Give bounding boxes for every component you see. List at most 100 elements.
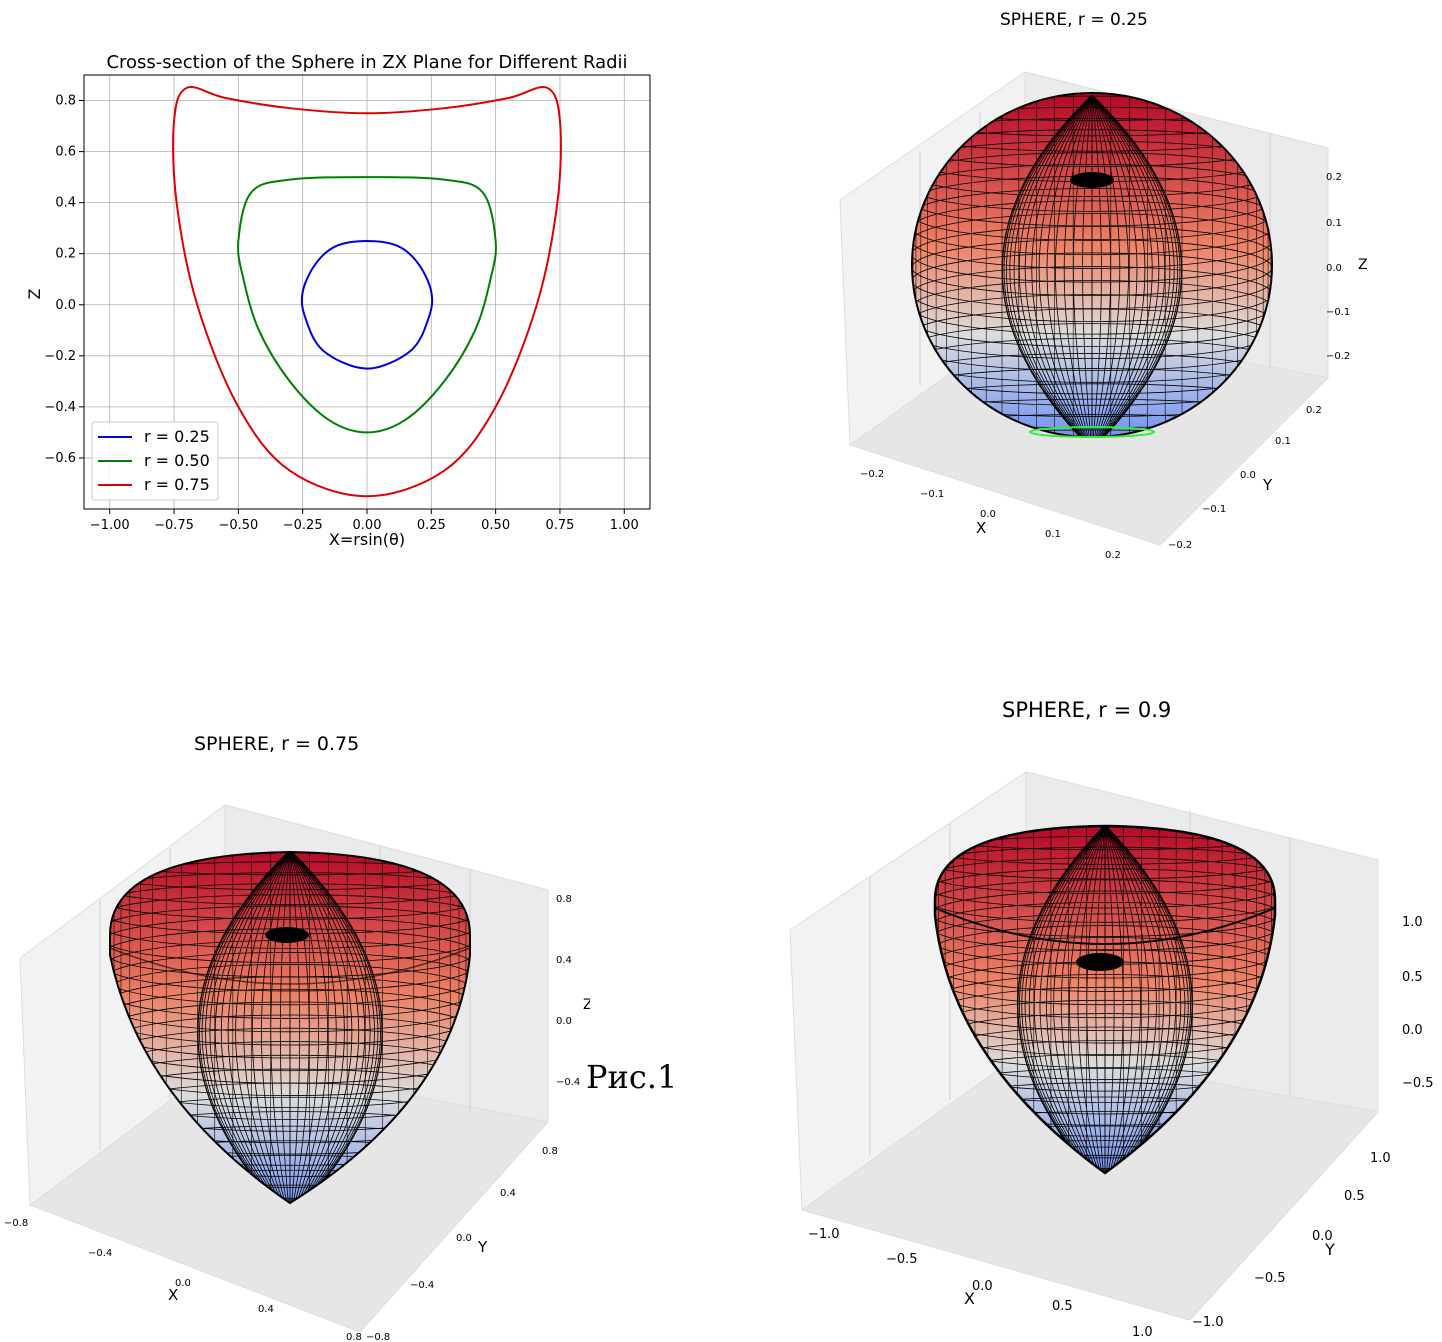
x-tick-label: 1.00	[610, 518, 639, 533]
x-tick-label: −0.75	[154, 518, 194, 533]
x-tick: 0.1	[1045, 529, 1061, 540]
x-tick-label: −1.00	[90, 518, 130, 533]
y-tick-label: 0.8	[55, 94, 76, 109]
surface-mesh-meridian	[1082, 94, 1093, 437]
y-axis-label: Y	[1262, 476, 1273, 494]
y-tick: −0.1	[1202, 504, 1226, 515]
surface-mesh-meridian	[1104, 826, 1133, 1173]
surface-mesh-meridian	[1077, 826, 1106, 1173]
surface-mesh-meridian	[1104, 826, 1189, 1173]
surface-mesh-meridian	[1039, 826, 1106, 1173]
surface-mesh-meridian	[1091, 94, 1138, 437]
z-tick: −0.1	[1326, 307, 1350, 318]
surface-mesh-meridian	[1053, 826, 1106, 1173]
y-tick: 0.4	[500, 1188, 516, 1199]
surface-mesh-meridian	[289, 852, 353, 1203]
cross-section-plot: −1.00 −0.75 −0.50 −0.25 0.00 0.25 0.50 0.75 1.00…	[25, 74, 651, 549]
z-tick: 0.4	[556, 955, 572, 966]
surface-mesh-meridian	[1046, 94, 1093, 437]
x-tick-label: 0.25	[417, 518, 446, 533]
surface-mesh-meridian	[1104, 826, 1177, 1173]
x-tick: 1.0	[1132, 1325, 1153, 1340]
x-tick-label: −0.50	[218, 518, 258, 533]
legend-label-r075: r = 0.75	[144, 475, 210, 494]
surface-mesh-meridian	[1054, 94, 1093, 437]
sphere-r075-title: SPHERE, r = 0.75	[194, 733, 360, 755]
y-tick: 0.1	[1275, 436, 1291, 447]
x-axis-label: X	[168, 1286, 178, 1304]
x-tick: 0.0	[980, 509, 996, 520]
surface-mesh-meridian	[1104, 826, 1157, 1173]
chart-title: Cross-section of the Sphere in ZX Plane …	[106, 52, 628, 73]
x-tick: 0.8	[346, 1332, 362, 1342]
z-tick: 0.0	[1402, 1023, 1423, 1038]
x-tick-label: −0.25	[283, 518, 323, 533]
surface-mesh-meridian	[1104, 826, 1182, 1173]
surface-mesh-meridian	[1104, 826, 1171, 1173]
surface-mesh-meridian	[289, 852, 381, 1203]
surface-mesh-meridian	[1104, 826, 1141, 1173]
x-tick: −0.4	[88, 1248, 112, 1259]
surface-mesh-meridian	[1091, 94, 1181, 437]
y-tick: 0.0	[1240, 470, 1256, 481]
surface-mesh-meridian	[251, 852, 291, 1203]
y-tick-label: −0.2	[44, 349, 76, 364]
x-tick-label: 0.75	[545, 518, 574, 533]
x-tick: 0.4	[258, 1304, 274, 1315]
surface-mesh-meridian	[1091, 94, 1121, 437]
surface-mesh-meridian	[1003, 94, 1093, 437]
y-tick: 0.8	[542, 1146, 558, 1157]
sphere-r025-plot: −0.2 −0.1 0.0 0.1 0.2 −0.2 −0.1 0.0 0.1 …	[839, 71, 1368, 561]
surface-mesh-meridian	[227, 852, 291, 1203]
y-tick: 0.2	[1306, 405, 1322, 416]
z-axis-label: Z	[1358, 257, 1368, 273]
y-tick: 0.0	[1312, 1229, 1333, 1244]
surface-mesh-meridian	[1024, 94, 1093, 437]
surface-mesh-meridian	[199, 852, 291, 1203]
surface-mesh-meridian	[1091, 94, 1166, 437]
z-tick: 0.0	[556, 1016, 572, 1027]
x-tick: 0.2	[1105, 550, 1121, 561]
y-tick-label: 0.4	[55, 196, 76, 211]
surface-mesh-meridian	[1046, 826, 1106, 1173]
surface-mesh-meridian	[209, 852, 291, 1203]
surface-mesh-meridian	[1104, 826, 1186, 1173]
sphere-r025-title: SPHERE, r = 0.25	[1000, 10, 1148, 30]
surface-mesh-meridian	[1069, 826, 1106, 1173]
sphere-r075-plot: −0.8 −0.4 0.0 0.4 0.8 −0.8 −0.4 0.0 0.4 …	[4, 804, 590, 1342]
surface-mesh-meridian	[1019, 826, 1106, 1173]
y-tick-label: 0.2	[55, 247, 76, 262]
sphere-r025-panel: SPHERE, r = 0.25 −0	[820, 0, 1380, 570]
surface-mesh-meridian	[279, 852, 291, 1203]
surface-mesh-meridian	[235, 852, 291, 1203]
y-tick: −0.5	[1254, 1271, 1286, 1286]
y-tick: 0.0	[456, 1233, 472, 1244]
surface-mesh-meridian	[1013, 94, 1093, 437]
surface-mesh-meridian	[197, 852, 291, 1203]
sphere-r075-panel: SPHERE, r = 0.75 −0.8 −0.4 0.	[0, 720, 640, 1342]
y-tick: 1.0	[1370, 1151, 1391, 1166]
surface-mesh-meridian	[1104, 826, 1164, 1173]
surface-mesh-meridian	[289, 852, 337, 1203]
surface-mesh-meridian	[1038, 94, 1093, 437]
x-tick: −1.0	[808, 1227, 840, 1242]
surface-mesh-meridian	[1091, 94, 1146, 437]
surface-mesh-meridian	[1091, 94, 1175, 437]
x-tick-label: 0.50	[481, 518, 510, 533]
surface-mesh-meridian	[1104, 826, 1150, 1173]
surface-mesh-meridian	[289, 852, 383, 1203]
surface-mesh-meridian	[1091, 94, 1102, 437]
z-tick: −0.2	[1326, 351, 1350, 362]
z-tick: −0.4	[556, 1077, 580, 1088]
surface-mesh-meridian	[289, 852, 375, 1203]
y-axis-label: Y	[477, 1238, 488, 1256]
y-axis-label: Y	[1324, 1240, 1335, 1259]
surface-mesh-meridian	[289, 852, 319, 1203]
surface-mesh-meridian	[1091, 94, 1178, 437]
surface-mesh-meridian	[214, 852, 291, 1203]
x-axis-label: X	[964, 1289, 975, 1308]
sphere-r09-plot: −1.0 −0.5 0.0 0.5 1.0 −1.0 −0.5 0.0 0.5 …	[789, 771, 1434, 1340]
x-tick: −0.2	[860, 469, 884, 480]
surface-mesh-meridian	[221, 852, 291, 1203]
surface-mesh-meridian	[1104, 826, 1191, 1173]
